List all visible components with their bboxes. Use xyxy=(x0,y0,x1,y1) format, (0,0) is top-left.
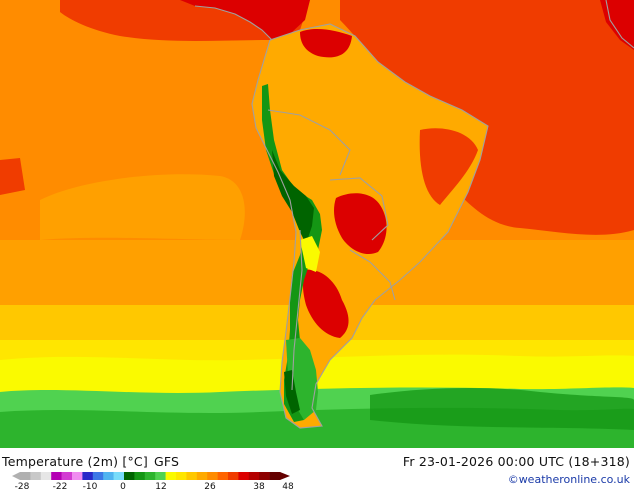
temperature-map xyxy=(0,0,634,448)
andes-darkgreen-core xyxy=(272,150,314,244)
legend-tick-label: -22 xyxy=(53,482,68,490)
land-layer xyxy=(180,0,634,428)
valid-time: Fr 23-01-2026 00:00 UTC (18+318) xyxy=(402,454,630,469)
legend-swatch xyxy=(72,472,83,480)
patagonia-darkgreen xyxy=(284,370,300,414)
legend-swatch xyxy=(165,472,177,480)
credit-link[interactable]: ©weatheronline.co.uk xyxy=(507,473,630,486)
colombia-hot-patch xyxy=(300,29,352,58)
legend-swatch xyxy=(103,472,114,480)
legend-swatch xyxy=(269,472,281,480)
legend-swatch xyxy=(30,472,42,480)
legend-swatch xyxy=(238,472,250,480)
legend-tick-label: 26 xyxy=(204,482,216,490)
legend-swatch xyxy=(20,472,31,480)
pampas-hot-patch xyxy=(303,269,349,338)
map-footer: Temperature (2m) [°C] GFS Fr 23-01-2026 0… xyxy=(0,448,634,490)
andes-yellow-fringe xyxy=(300,236,320,272)
map-title: Temperature (2m) [°C] GFS xyxy=(2,454,179,469)
legend-swatch xyxy=(144,472,156,480)
border-bolivia xyxy=(329,177,389,241)
legend-swatch xyxy=(176,472,187,480)
legend-right-arrow xyxy=(280,472,290,480)
legend-swatch xyxy=(124,472,135,480)
legend-tick-label: -28 xyxy=(15,482,30,490)
legend-swatch xyxy=(92,472,104,480)
border-brazil-uruguay xyxy=(349,249,396,301)
legend-swatch xyxy=(134,472,146,480)
legend-swatch xyxy=(113,472,125,480)
central-america xyxy=(180,0,310,40)
color-scale-legend: -28 -22 -10 0 12 26 38 48 xyxy=(12,472,294,490)
legend-swatch xyxy=(61,472,73,480)
hot-east-pacific-patch xyxy=(0,158,25,195)
sa-coastline xyxy=(251,23,489,429)
legend-swatch xyxy=(217,472,229,480)
legend-swatch xyxy=(248,472,260,480)
variable-label: Temperature (2m) [°C] xyxy=(2,454,148,469)
border-peru-brazil xyxy=(267,109,351,176)
south-cool-patch xyxy=(370,388,634,430)
legend-left-arrow xyxy=(12,472,20,480)
legend-swatch xyxy=(259,472,270,480)
brazil-hot-patch xyxy=(419,128,478,205)
central-america-coast xyxy=(194,5,273,41)
hot-north-atlantic xyxy=(340,0,634,235)
coastlines xyxy=(194,0,634,429)
border-argentina-chile xyxy=(291,229,303,391)
legend-tick-label: 12 xyxy=(155,482,166,490)
legend-tick-label: 0 xyxy=(120,482,126,490)
legend-tick-label: 38 xyxy=(253,482,265,490)
legend-tick-label: -10 xyxy=(83,482,98,490)
legend-swatch xyxy=(155,472,166,480)
legend-swatch xyxy=(186,472,198,480)
legend-swatch xyxy=(228,472,239,480)
legend-swatch xyxy=(40,472,52,480)
warm-pacific-tongue xyxy=(40,174,245,240)
legend-swatch xyxy=(82,472,94,480)
model-label: GFS xyxy=(153,454,180,469)
africa-coast xyxy=(605,0,634,49)
legend-tick-label: 48 xyxy=(282,482,294,490)
legend-swatch xyxy=(207,472,218,480)
legend-swatch xyxy=(196,472,208,480)
legend-swatch xyxy=(51,472,62,480)
